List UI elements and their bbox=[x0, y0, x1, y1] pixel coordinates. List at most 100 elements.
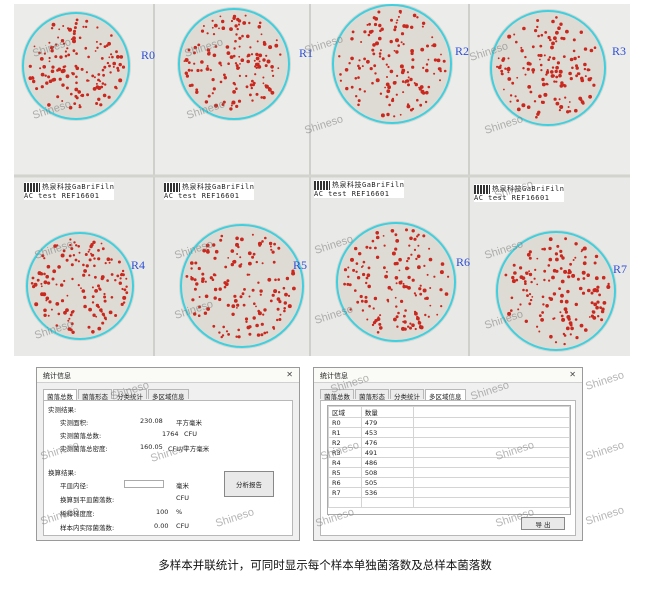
tab-multi-region[interactable]: 多区域信息 bbox=[425, 389, 466, 401]
colony-dot bbox=[404, 81, 407, 84]
colony-dot bbox=[80, 93, 85, 98]
colony-dot bbox=[72, 39, 76, 44]
area-label: 实测面积: bbox=[60, 419, 89, 427]
colony-dot bbox=[275, 39, 278, 42]
colony-dot bbox=[587, 288, 591, 293]
column-header-region[interactable]: 区域 bbox=[328, 406, 362, 418]
colony-dot bbox=[219, 80, 223, 84]
colony-dot bbox=[252, 252, 256, 256]
dilution-value[interactable]: 100 bbox=[156, 508, 169, 516]
colony-dot bbox=[539, 63, 543, 67]
table-row[interactable]: R0 479 bbox=[328, 417, 570, 428]
colony-dot bbox=[408, 244, 411, 247]
colony-dot bbox=[94, 275, 97, 279]
colony-dot bbox=[190, 261, 194, 265]
table-row[interactable]: R3 491 bbox=[328, 447, 570, 458]
colony-dot bbox=[548, 246, 552, 251]
colony-dot bbox=[534, 29, 538, 33]
colony-dot bbox=[394, 276, 399, 280]
colony-dot bbox=[232, 14, 237, 19]
colony-dot bbox=[223, 285, 227, 289]
table-row[interactable]: R7 536 bbox=[328, 487, 570, 498]
tab-colony-total[interactable]: 菌落总数 bbox=[43, 389, 77, 401]
colony-dot bbox=[545, 73, 548, 76]
colony-dot bbox=[366, 318, 369, 321]
colony-dot bbox=[211, 19, 214, 22]
colony-dot bbox=[431, 36, 434, 39]
colony-dot bbox=[107, 95, 111, 99]
colony-dot bbox=[568, 270, 572, 274]
colony-dot bbox=[101, 247, 105, 251]
analysis-report-button[interactable]: 分析报告 bbox=[224, 471, 274, 497]
colony-dot bbox=[544, 31, 548, 34]
colony-dot bbox=[536, 257, 539, 260]
tab-category-stats[interactable]: 分类统计 bbox=[390, 389, 424, 401]
colony-dot bbox=[236, 303, 240, 307]
colony-dot bbox=[190, 275, 193, 278]
colony-dot bbox=[529, 298, 533, 302]
close-icon[interactable]: ✕ bbox=[286, 370, 293, 379]
tab-colony-total[interactable]: 菌落总数 bbox=[320, 389, 354, 401]
colony-dot bbox=[588, 94, 592, 99]
colony-dot bbox=[204, 280, 207, 283]
colony-dot bbox=[48, 79, 53, 84]
colony-dot bbox=[369, 67, 373, 71]
table-row[interactable]: R2 476 bbox=[328, 437, 570, 448]
tab-colony-morphology[interactable]: 菌落形态 bbox=[355, 389, 389, 401]
colony-dot bbox=[548, 56, 552, 59]
colony-dot bbox=[409, 236, 413, 241]
tab-multi-region[interactable]: 多区域信息 bbox=[148, 389, 189, 401]
colony-dot bbox=[56, 95, 60, 99]
close-icon[interactable]: ✕ bbox=[569, 370, 576, 379]
colony-dot bbox=[401, 68, 406, 73]
colony-dot bbox=[549, 334, 553, 339]
colony-dot bbox=[572, 259, 575, 261]
colony-dot bbox=[549, 297, 554, 301]
sample-label-r1: R1 bbox=[299, 46, 314, 60]
colony-dot bbox=[241, 34, 244, 38]
region-list[interactable]: 区域 数量 R0 479 R1 453 R2 476 R3 491 R4 486 R5 50… bbox=[327, 405, 571, 515]
colony-dot bbox=[31, 76, 34, 78]
tab-category-stats[interactable]: 分类统计 bbox=[113, 389, 147, 401]
colony-dot bbox=[538, 330, 541, 333]
plate-diameter-input[interactable] bbox=[124, 480, 164, 488]
colony-dot bbox=[123, 288, 127, 292]
colony-dot bbox=[83, 295, 87, 299]
table-row[interactable]: R4 486 bbox=[328, 457, 570, 468]
colony-dot bbox=[425, 68, 429, 73]
colony-dot bbox=[77, 245, 80, 248]
colony-dot bbox=[569, 57, 574, 62]
colony-dot bbox=[555, 80, 558, 83]
colony-dot bbox=[239, 256, 242, 259]
colony-dot bbox=[507, 311, 512, 316]
colony-dot bbox=[256, 40, 259, 43]
colony-dot bbox=[417, 233, 420, 236]
colony-dot bbox=[577, 55, 580, 59]
colony-dot bbox=[526, 61, 531, 66]
colony-dot bbox=[387, 285, 392, 290]
colony-dot bbox=[45, 81, 49, 85]
column-header-count[interactable]: 数量 bbox=[360, 406, 415, 418]
table-row[interactable]: R1 453 bbox=[328, 427, 570, 438]
colony-dot bbox=[287, 294, 291, 297]
colony-dot bbox=[378, 52, 382, 55]
colony-dot bbox=[60, 253, 65, 258]
colony-dot bbox=[56, 69, 59, 72]
colony-dot bbox=[200, 60, 204, 64]
table-row[interactable]: R6 505 bbox=[328, 477, 570, 488]
colony-dot bbox=[529, 90, 533, 94]
colony-dot bbox=[357, 64, 360, 68]
colony-dot bbox=[268, 241, 273, 246]
table-row[interactable]: R5 508 bbox=[328, 467, 570, 478]
colony-dot bbox=[522, 288, 525, 292]
colony-dot bbox=[123, 297, 126, 300]
export-button[interactable]: 导 出 bbox=[521, 517, 565, 530]
colony-dot bbox=[115, 50, 118, 54]
colony-dot bbox=[211, 26, 214, 29]
colony-dot bbox=[251, 99, 254, 102]
colony-dot bbox=[97, 305, 100, 309]
colony-dot bbox=[276, 307, 280, 311]
colony-dot bbox=[539, 58, 541, 61]
colony-dot bbox=[402, 43, 405, 46]
tab-colony-morphology[interactable]: 菌落形态 bbox=[78, 389, 112, 401]
